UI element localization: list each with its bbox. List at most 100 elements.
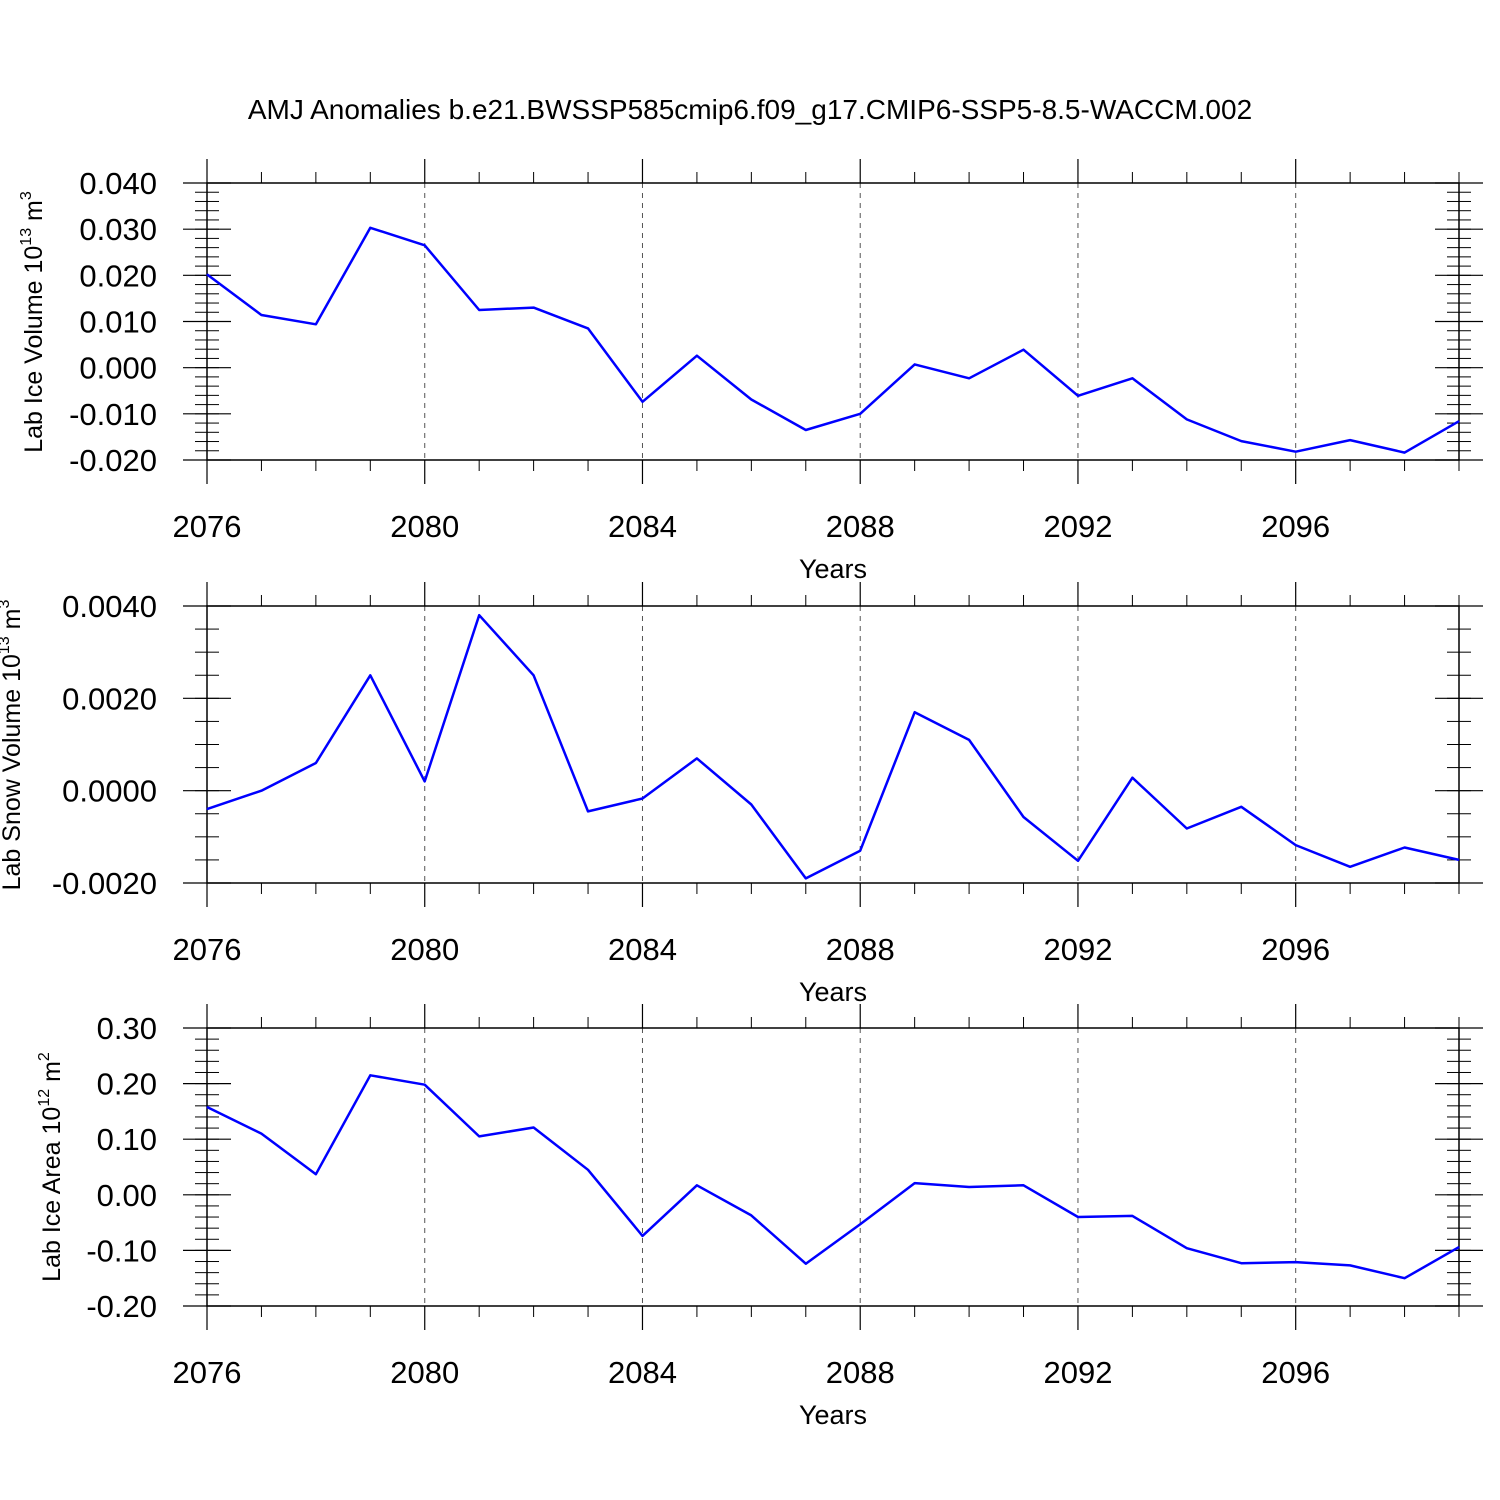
- plot-frame: [206, 605, 1460, 884]
- y-axis-label: Lab Ice Volume 1013 m3: [18, 191, 48, 453]
- data-point: [968, 739, 970, 741]
- series-line: [206, 613, 1460, 880]
- data-point: [1404, 846, 1406, 848]
- x-tick-label: 2076: [173, 932, 242, 967]
- plot-frame: [206, 1027, 1460, 1307]
- data-point: [533, 307, 535, 309]
- data-point: [587, 810, 589, 812]
- x-tick-label: 2076: [173, 1355, 242, 1390]
- x-axis-label: Years: [799, 1400, 867, 1430]
- data-point: [805, 429, 807, 431]
- data-point: [424, 780, 426, 782]
- y-tick-label: 0.020: [79, 258, 157, 293]
- y-tick-label: -0.020: [69, 443, 157, 478]
- data-point: [805, 1263, 807, 1265]
- x-tick-label: 2080: [390, 509, 459, 544]
- x-tick-label: 2080: [390, 1355, 459, 1390]
- data-point: [968, 1186, 970, 1188]
- data-point: [260, 1133, 262, 1135]
- data-point: [1458, 859, 1460, 861]
- data-point: [533, 674, 535, 676]
- y-tick-label: 0.010: [79, 305, 157, 340]
- data-point: [369, 674, 371, 676]
- x-tick-label: 2096: [1261, 932, 1330, 967]
- data-point: [1349, 1264, 1351, 1266]
- data-point: [641, 1235, 643, 1237]
- data-point: [424, 1084, 426, 1086]
- data-point: [478, 1135, 480, 1137]
- y-tick-label: 0.0040: [62, 589, 157, 624]
- data-point: [260, 314, 262, 316]
- x-tick-label: 2084: [608, 932, 677, 967]
- series-line: [206, 1074, 1460, 1280]
- data-point: [914, 1182, 916, 1184]
- data-line: [206, 1074, 1460, 1280]
- x-tick-label: 2092: [1043, 1355, 1112, 1390]
- data-point: [805, 877, 807, 879]
- x-tick-label: 2088: [826, 1355, 895, 1390]
- axes-frame: 2076 2080 2084 2088 2092 2096 -0.0020 0.0000 0.0…: [52, 582, 1483, 967]
- data-point: [1077, 1216, 1079, 1218]
- data-line: [206, 226, 1460, 454]
- figure-title: AMJ Anomalies b.e21.BWSSP585cmip6.f09_g1…: [248, 94, 1252, 125]
- data-point: [1077, 395, 1079, 397]
- x-tick-label: 2080: [390, 932, 459, 967]
- panel-snow-volume: 2076 2080 2084 2088 2092 2096 -0.0020 0.0000 0.0…: [0, 582, 1483, 1007]
- data-point: [1240, 1262, 1242, 1264]
- data-point: [1186, 828, 1188, 830]
- data-point: [1131, 377, 1133, 379]
- x-tick-label: 2084: [608, 509, 677, 544]
- data-point: [696, 757, 698, 759]
- data-point: [206, 1106, 208, 1108]
- data-point: [1023, 816, 1025, 818]
- data-point: [1131, 1215, 1133, 1217]
- data-point: [914, 363, 916, 365]
- data-point: [750, 804, 752, 806]
- data-point: [369, 227, 371, 229]
- x-tick-label: 2092: [1043, 509, 1112, 544]
- data-point: [369, 1074, 371, 1076]
- series-line: [206, 226, 1460, 454]
- data-point: [206, 273, 208, 275]
- y-tick-label: -0.10: [86, 1233, 157, 1268]
- data-line: [206, 613, 1460, 880]
- x-axis-label: Years: [799, 977, 867, 1007]
- y-tick-label: 0.0020: [62, 681, 157, 716]
- data-point: [1131, 777, 1133, 779]
- y-tick-label: 0.030: [79, 212, 157, 247]
- data-point: [641, 798, 643, 800]
- data-point: [1186, 1247, 1188, 1249]
- data-point: [859, 413, 861, 415]
- data-point: [1186, 418, 1188, 420]
- data-point: [1349, 439, 1351, 441]
- plot-frame: [206, 182, 1460, 461]
- data-point: [424, 244, 426, 246]
- data-point: [315, 323, 317, 325]
- data-point: [859, 1223, 861, 1225]
- data-point: [859, 850, 861, 852]
- data-point: [1458, 1246, 1460, 1248]
- x-tick-label: 2096: [1261, 509, 1330, 544]
- data-point: [206, 808, 208, 810]
- y-tick-label: -0.20: [86, 1289, 157, 1324]
- panel-ice-volume: 2076 2080 2084 2088 2092 2096 -0.020 -0.010 0.00…: [18, 159, 1483, 584]
- y-tick-label: -0.010: [69, 397, 157, 432]
- y-tick-label: 0.30: [97, 1011, 157, 1046]
- axes-frame: 2076 2080 2084 2088 2092 2096 -0.20 -0.10 0.00 0.…: [86, 1004, 1483, 1390]
- y-tick-label: -0.0020: [52, 866, 157, 901]
- data-point: [641, 401, 643, 403]
- data-point: [1077, 860, 1079, 862]
- y-tick-label: 0.10: [97, 1122, 157, 1157]
- data-point: [1023, 349, 1025, 351]
- x-tick-label: 2092: [1043, 932, 1112, 967]
- data-point: [1295, 844, 1297, 846]
- x-axis-label: Years: [799, 554, 867, 584]
- data-point: [696, 355, 698, 357]
- data-point: [315, 1173, 317, 1175]
- data-point: [1458, 420, 1460, 422]
- x-tick-label: 2088: [826, 932, 895, 967]
- axes-frame: 2076 2080 2084 2088 2092 2096 -0.020 -0.010 0.00…: [69, 159, 1483, 544]
- y-tick-label: 0.00: [97, 1178, 157, 1213]
- data-point: [696, 1184, 698, 1186]
